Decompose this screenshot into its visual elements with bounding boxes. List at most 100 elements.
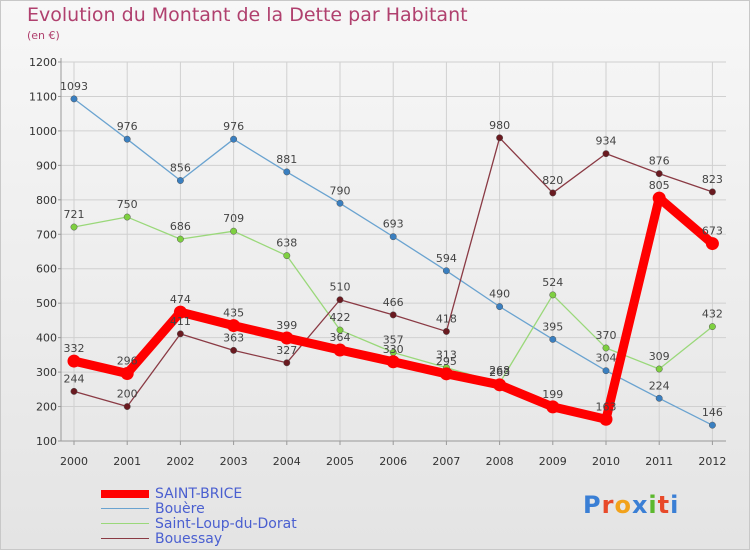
legend-label-saint-brice: SAINT-BRICE	[155, 486, 243, 502]
logo-letter: i	[648, 491, 658, 519]
data-point-saint-brice	[120, 366, 134, 380]
x-tick-label: 2004	[273, 455, 301, 468]
logo-letter: o	[614, 491, 632, 519]
data-label-bou-re: 1093	[60, 80, 88, 93]
data-label-saint-loup-du-dorat: 709	[223, 212, 244, 225]
x-tick-label: 2007	[432, 455, 460, 468]
data-point-bouessay	[442, 327, 450, 335]
data-label-saint-loup-du-dorat: 524	[542, 276, 563, 289]
data-label-bouessay: 244	[64, 372, 85, 385]
data-point-saint-brice	[173, 305, 187, 319]
data-label-saint-loup-du-dorat: 313	[436, 349, 457, 362]
data-point-saint-brice	[386, 355, 400, 369]
x-tick-label: 2008	[486, 455, 514, 468]
logo-letter: x	[631, 491, 649, 519]
chart-title: Evolution du Montant de la Dette par Hab…	[27, 4, 468, 26]
data-point-bou-re	[336, 199, 344, 207]
data-label-saint-brice: 199	[542, 388, 563, 401]
data-label-saint-loup-du-dorat: 268	[489, 364, 510, 377]
x-tick-label: 2001	[113, 455, 141, 468]
data-label-bouessay: 934	[596, 135, 617, 148]
data-label-bou-re: 693	[383, 218, 404, 231]
data-point-bou-re	[123, 135, 131, 143]
data-point-saint-loup-du-dorat	[602, 344, 610, 352]
data-label-saint-brice: 263	[489, 366, 510, 379]
data-label-bou-re: 881	[276, 153, 297, 166]
data-label-saint-brice: 435	[223, 307, 244, 320]
data-label-saint-loup-du-dorat: 686	[170, 220, 191, 233]
legend-swatch-saint-loup	[101, 523, 149, 524]
data-point-bou-re	[389, 233, 397, 241]
x-tick-label: 2006	[379, 455, 407, 468]
y-tick-label: 400	[36, 332, 57, 345]
data-point-saint-loup-du-dorat	[176, 235, 184, 243]
x-tick-label: 2000	[60, 455, 88, 468]
legend-label-bouere: Bouère	[155, 501, 205, 517]
x-tick-label: 2009	[539, 455, 567, 468]
y-tick-labels: 100 200 300 400 500 600 700 800 900 1000 1100 1200	[29, 56, 57, 448]
logo-letter: r	[601, 491, 615, 519]
data-point-bouessay	[496, 134, 504, 142]
data-point-bou-re	[549, 335, 557, 343]
data-label-bouessay: 363	[223, 331, 244, 344]
y-tick-label: 600	[36, 263, 57, 276]
data-label-saint-brice: 399	[276, 319, 297, 332]
data-point-bouessay	[176, 330, 184, 338]
data-label-bouessay: 820	[542, 174, 563, 187]
data-label-saint-brice: 332	[64, 342, 85, 355]
data-point-bou-re	[602, 367, 610, 375]
chart-unit: (en €)	[27, 29, 60, 42]
data-label-bou-re: 490	[489, 288, 510, 301]
data-point-bou-re	[708, 421, 716, 429]
data-point-saint-loup-du-dorat	[336, 326, 344, 334]
data-point-saint-brice	[546, 400, 560, 414]
data-point-saint-loup-du-dorat	[283, 252, 291, 260]
data-label-saint-brice: 805	[649, 179, 670, 192]
x-tick-label: 2010	[592, 455, 620, 468]
data-point-saint-brice	[333, 343, 347, 357]
data-point-bou-re	[283, 168, 291, 176]
data-point-bouessay	[389, 311, 397, 319]
data-label-saint-loup-du-dorat: 432	[702, 308, 723, 321]
data-label-bou-re: 976	[117, 120, 138, 133]
legend-swatch-saint-brice	[101, 490, 149, 498]
x-tick-label: 2011	[645, 455, 673, 468]
y-tick-label: 800	[36, 194, 57, 207]
data-point-saint-loup-du-dorat	[655, 365, 663, 373]
data-label-bou-re: 146	[702, 406, 723, 419]
y-tick-label: 1000	[29, 125, 57, 138]
data-point-saint-loup-du-dorat	[123, 213, 131, 221]
data-point-bou-re	[70, 95, 78, 103]
data-point-saint-brice	[599, 412, 613, 426]
data-label-saint-loup-du-dorat: 750	[117, 198, 138, 211]
data-label-saint-brice: 163	[596, 400, 617, 413]
data-point-bouessay	[336, 296, 344, 304]
data-label-saint-loup-du-dorat: 721	[64, 208, 85, 221]
data-label-saint-brice: 330	[383, 343, 404, 356]
data-label-bou-re: 395	[542, 320, 563, 333]
data-point-saint-brice	[705, 237, 719, 251]
data-point-bouessay	[549, 189, 557, 197]
data-label-saint-brice: 673	[702, 225, 723, 238]
y-tick-label: 200	[36, 401, 57, 414]
data-label-bou-re: 594	[436, 252, 457, 265]
data-point-bou-re	[655, 394, 663, 402]
proxiti-logo: Proxiti	[583, 491, 679, 519]
legend-swatch-bouessay	[101, 538, 149, 539]
y-tick-label: 900	[36, 159, 57, 172]
axes	[58, 58, 726, 445]
x-tick-label: 2005	[326, 455, 354, 468]
data-label-saint-loup-du-dorat: 370	[596, 329, 617, 342]
data-label-saint-loup-du-dorat: 638	[276, 237, 297, 250]
data-point-saint-loup-du-dorat	[708, 323, 716, 331]
data-label-bou-re: 224	[649, 379, 670, 392]
data-label-bou-re: 856	[170, 162, 191, 175]
data-point-saint-brice	[67, 354, 81, 368]
y-tick-label: 700	[36, 228, 57, 241]
data-label-saint-brice: 296	[117, 354, 138, 367]
data-point-saint-brice	[227, 319, 241, 333]
data-point-saint-brice	[280, 331, 294, 345]
data-point-bou-re	[230, 135, 238, 143]
data-label-bou-re: 976	[223, 120, 244, 133]
